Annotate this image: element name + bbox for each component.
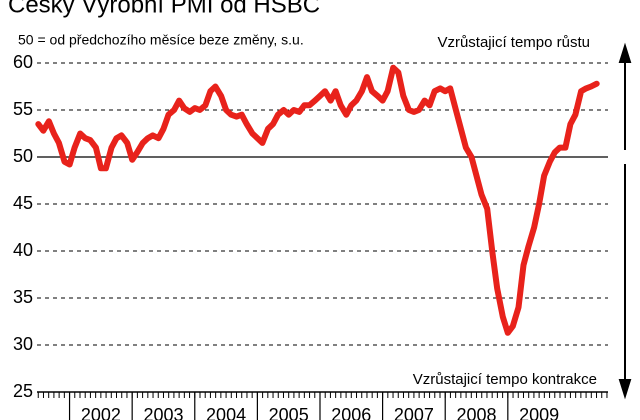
x-tick-label: 2002 [81,405,121,420]
y-tick-label: 35 [13,287,33,307]
y-tick-label: 30 [13,334,33,354]
arrow-head [618,379,632,400]
x-tick-label: 2009 [519,405,559,420]
x-tick-label: 2007 [394,405,434,420]
y-tick-label: 25 [13,381,33,401]
annotation: Vzrůstajicí tempo kontrakce [413,371,597,388]
y-tick-label: 55 [13,99,33,119]
data-line [35,64,600,336]
annotation: Vzrůstajicí tempo růstu [437,34,590,51]
x-tick-label: 2003 [143,405,183,420]
x-tick-label: 2008 [456,405,496,420]
arrow-head [618,42,632,63]
x-tick-label: 2004 [206,405,246,420]
x-tick-label: 2006 [331,405,371,420]
arrows [618,42,632,400]
x-tick-label: 2005 [269,405,309,420]
y-tick-label: 40 [13,240,33,260]
y-tick-label: 60 [13,52,33,72]
y-tick-label: 45 [13,193,33,213]
chart-subtitle: 50 = od předchozího měsíce beze změny, s… [18,32,304,48]
y-tick-label: 50 [13,146,33,166]
chart-title: Český Výrobní PMI od HSBC [8,0,320,18]
